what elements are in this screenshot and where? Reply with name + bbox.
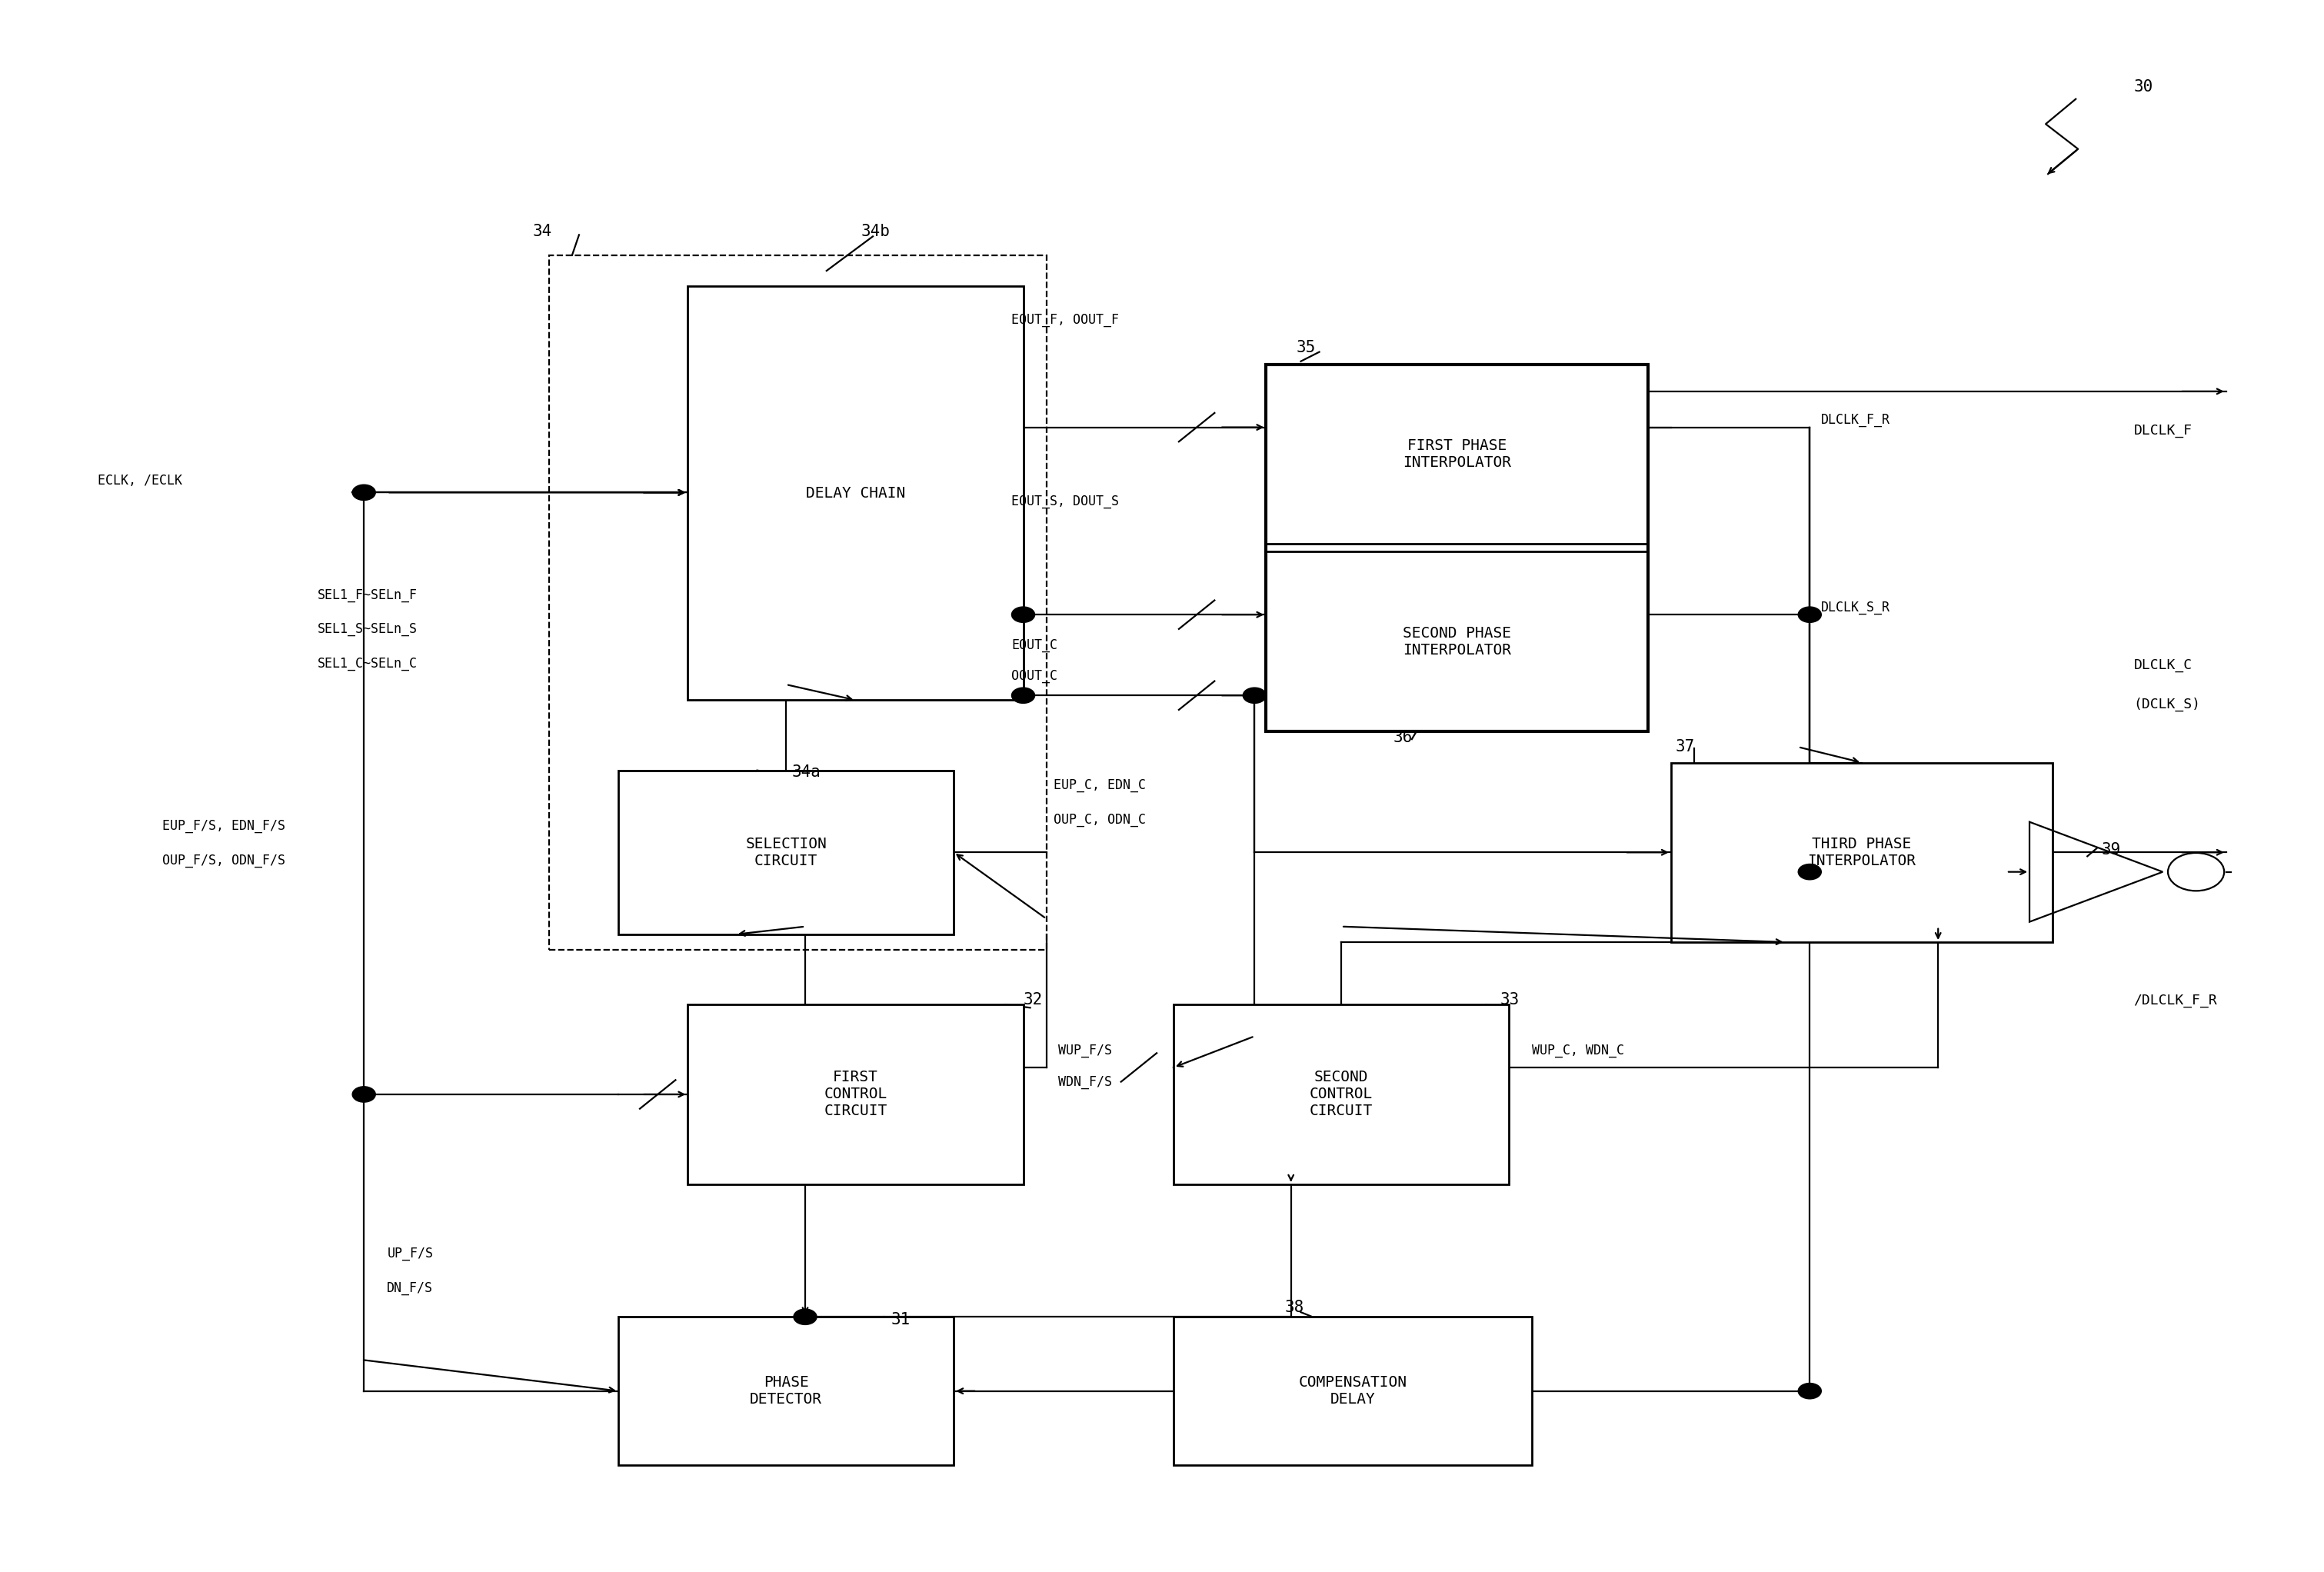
Text: OOUT_C: OOUT_C xyxy=(1011,670,1057,684)
Bar xyxy=(1174,1317,1532,1465)
Text: SECOND
CONTROL
CIRCUIT: SECOND CONTROL CIRCUIT xyxy=(1311,1071,1373,1119)
Text: DN_F/S: DN_F/S xyxy=(388,1281,432,1295)
Text: 33: 33 xyxy=(1499,992,1520,1008)
Text: SEL1_F~SELn_F: SEL1_F~SELn_F xyxy=(318,588,418,602)
Text: ECLK, /ECLK: ECLK, /ECLK xyxy=(98,473,184,487)
Circle shape xyxy=(1011,687,1034,703)
Text: 34a: 34a xyxy=(792,764,820,780)
Bar xyxy=(1267,365,1648,544)
Text: 34b: 34b xyxy=(862,225,890,239)
Text: EOUT_C: EOUT_C xyxy=(1011,638,1057,652)
Circle shape xyxy=(1799,1383,1822,1399)
Text: 37: 37 xyxy=(1676,739,1694,755)
Text: OUP_F/S, ODN_F/S: OUP_F/S, ODN_F/S xyxy=(163,854,286,868)
Text: DLCLK_S_R: DLCLK_S_R xyxy=(1822,601,1889,615)
Text: 39: 39 xyxy=(2101,843,2119,858)
Text: PHASE
DETECTOR: PHASE DETECTOR xyxy=(751,1376,823,1407)
Text: EUP_C, EDN_C: EUP_C, EDN_C xyxy=(1053,778,1146,792)
Text: 32: 32 xyxy=(1023,992,1043,1008)
Circle shape xyxy=(1799,865,1822,880)
Bar xyxy=(618,770,953,934)
Text: FIRST PHASE
INTERPOLATOR: FIRST PHASE INTERPOLATOR xyxy=(1404,439,1511,470)
Text: UP_F/S: UP_F/S xyxy=(388,1247,432,1261)
Text: OUP_C, ODN_C: OUP_C, ODN_C xyxy=(1053,813,1146,827)
Text: DLCLK_F_R: DLCLK_F_R xyxy=(1822,413,1889,428)
Text: SELECTION
CIRCUIT: SELECTION CIRCUIT xyxy=(746,836,827,868)
Bar xyxy=(688,286,1023,700)
Bar xyxy=(1267,552,1648,731)
Text: /DLCLK_F_R: /DLCLK_F_R xyxy=(2133,994,2217,1008)
Text: 38: 38 xyxy=(1285,1300,1304,1316)
Text: 31: 31 xyxy=(892,1313,911,1328)
Text: SEL1_C~SELn_C: SEL1_C~SELn_C xyxy=(318,657,418,671)
Text: 36: 36 xyxy=(1394,729,1413,745)
Circle shape xyxy=(1799,607,1822,623)
Text: THIRD PHASE
INTERPOLATOR: THIRD PHASE INTERPOLATOR xyxy=(1808,836,1915,868)
Text: (DCLK_S): (DCLK_S) xyxy=(2133,696,2201,711)
Text: DLCLK_F: DLCLK_F xyxy=(2133,424,2192,439)
Text: 30: 30 xyxy=(2133,79,2152,94)
Text: DELAY CHAIN: DELAY CHAIN xyxy=(806,486,904,500)
Text: SEL1_S~SELn_S: SEL1_S~SELn_S xyxy=(318,623,418,637)
Bar xyxy=(548,255,1046,949)
Text: DLCLK_C: DLCLK_C xyxy=(2133,659,2192,673)
Text: EUP_F/S, EDN_F/S: EUP_F/S, EDN_F/S xyxy=(163,819,286,833)
Bar xyxy=(688,1005,1023,1184)
Bar xyxy=(1174,1005,1508,1184)
Text: WUP_C, WDN_C: WUP_C, WDN_C xyxy=(1532,1044,1624,1058)
Text: WUP_F/S: WUP_F/S xyxy=(1057,1044,1111,1058)
Circle shape xyxy=(792,1309,816,1325)
Bar xyxy=(618,1317,953,1465)
Circle shape xyxy=(353,484,376,500)
Text: SECOND PHASE
INTERPOLATOR: SECOND PHASE INTERPOLATOR xyxy=(1404,626,1511,657)
Text: 35: 35 xyxy=(1297,340,1315,355)
Bar xyxy=(1267,365,1648,731)
Circle shape xyxy=(1243,687,1267,703)
Text: FIRST
CONTROL
CIRCUIT: FIRST CONTROL CIRCUIT xyxy=(825,1071,888,1119)
Circle shape xyxy=(1011,607,1034,623)
Circle shape xyxy=(353,1086,376,1102)
Text: COMPENSATION
DELAY: COMPENSATION DELAY xyxy=(1299,1376,1406,1407)
Text: 34: 34 xyxy=(532,225,553,239)
Bar xyxy=(1671,762,2052,942)
Text: WDN_F/S: WDN_F/S xyxy=(1057,1075,1111,1089)
Text: EOUT_S, DOUT_S: EOUT_S, DOUT_S xyxy=(1011,495,1120,508)
Text: EOUT_F, OOUT_F: EOUT_F, OOUT_F xyxy=(1011,313,1120,327)
